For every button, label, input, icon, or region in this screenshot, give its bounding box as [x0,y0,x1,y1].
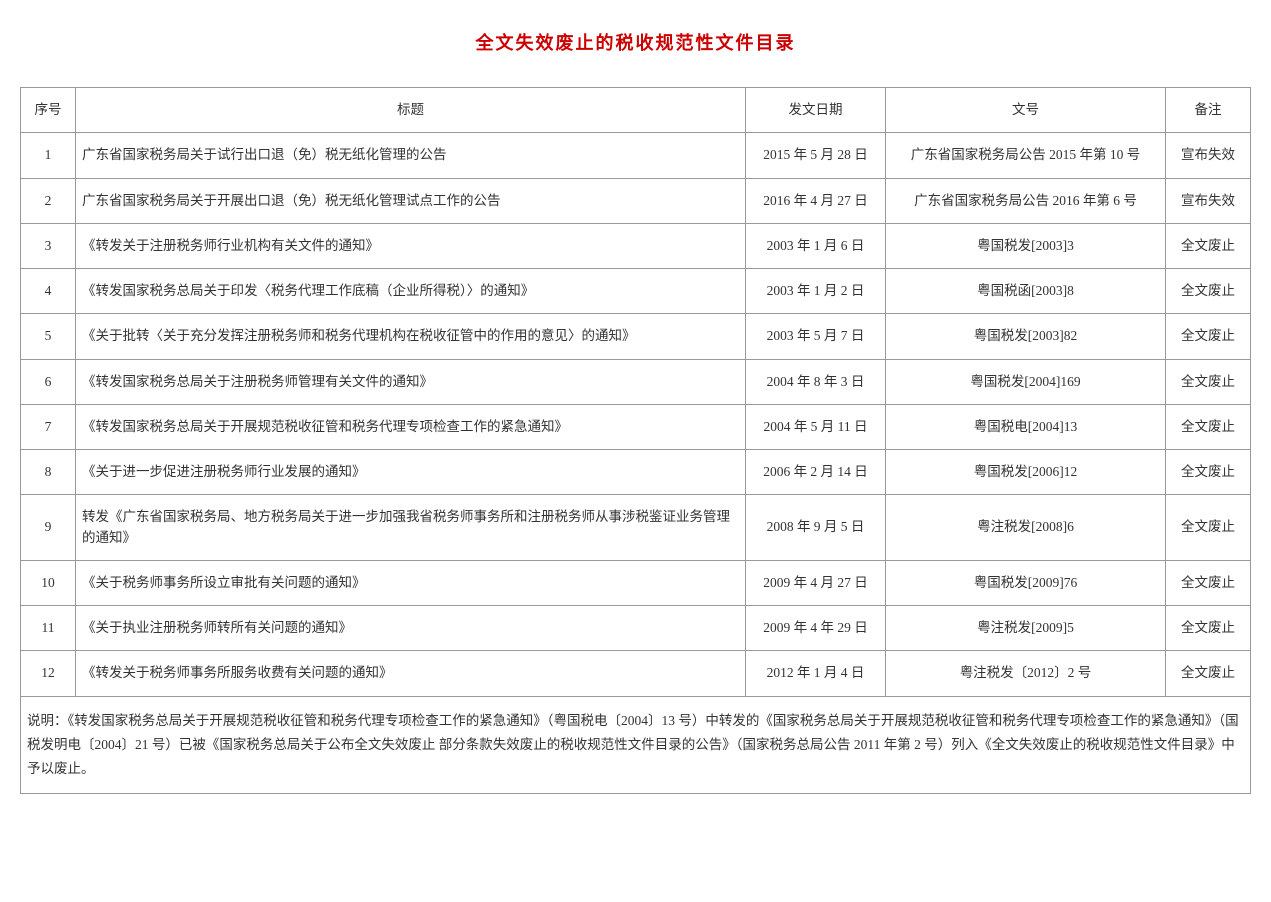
col-header-3: 文号 [886,88,1166,133]
cell-col-remark: 宣布失效 [1166,133,1251,178]
cell-col-title: 转发《广东省国家税务局、地方税务局关于进一步加强我省税务师事务所和注册税务师从事… [76,495,746,561]
cell-col-title: 《转发国家税务总局关于开展规范税收征管和税务代理专项检查工作的紧急通知》 [76,404,746,449]
cell-col-date: 2003 年 5 月 7 日 [746,314,886,359]
cell-col-remark: 全文废止 [1166,651,1251,696]
cell-col-docno: 粤国税电[2004]13 [886,404,1166,449]
cell-col-title: 《关于进一步促进注册税务师行业发展的通知》 [76,450,746,495]
table-row: 2广东省国家税务局关于开展出口退（免）税无纸化管理试点工作的公告2016 年 4… [21,178,1251,223]
cell-col-seq: 2 [21,178,76,223]
cell-col-title: 《关于批转〈关于充分发挥注册税务师和税务代理机构在税收征管中的作用的意见〉的通知… [76,314,746,359]
cell-col-docno: 粤注税发[2008]6 [886,495,1166,561]
cell-col-remark: 全文废止 [1166,606,1251,651]
cell-col-docno: 粤国税发[2006]12 [886,450,1166,495]
col-header-1: 标题 [76,88,746,133]
cell-col-seq: 8 [21,450,76,495]
cell-col-docno: 粤注税发〔2012〕2 号 [886,651,1166,696]
footnote-row: 说明：《转发国家税务总局关于开展规范税收征管和税务代理专项检查工作的紧急通知》（… [21,696,1251,794]
cell-col-docno: 粤国税发[2004]169 [886,359,1166,404]
table-row: 5《关于批转〈关于充分发挥注册税务师和税务代理机构在税收征管中的作用的意见〉的通… [21,314,1251,359]
cell-col-title: 《关于税务师事务所设立审批有关问题的通知》 [76,560,746,605]
cell-col-remark: 全文废止 [1166,223,1251,268]
cell-col-date: 2006 年 2 月 14 日 [746,450,886,495]
cell-col-docno: 广东省国家税务局公告 2015 年第 10 号 [886,133,1166,178]
cell-col-seq: 1 [21,133,76,178]
table-row: 4《转发国家税务总局关于印发〈税务代理工作底稿（企业所得税）〉的通知》2003 … [21,269,1251,314]
col-header-2: 发文日期 [746,88,886,133]
cell-col-title: 《转发国家税务总局关于注册税务师管理有关文件的通知》 [76,359,746,404]
cell-col-remark: 全文废止 [1166,560,1251,605]
table-row: 3《转发关于注册税务师行业机构有关文件的通知》2003 年 1 月 6 日粤国税… [21,223,1251,268]
cell-col-seq: 7 [21,404,76,449]
table-header-row: 序号标题发文日期文号备注 [21,88,1251,133]
cell-col-seq: 10 [21,560,76,605]
footnote-cell: 说明：《转发国家税务总局关于开展规范税收征管和税务代理专项检查工作的紧急通知》（… [21,696,1251,794]
cell-col-title: 《转发关于注册税务师行业机构有关文件的通知》 [76,223,746,268]
cell-col-docno: 粤国税发[2003]3 [886,223,1166,268]
documents-table: 序号标题发文日期文号备注 1广东省国家税务局关于试行出口退（免）税无纸化管理的公… [20,87,1251,794]
cell-col-date: 2008 年 9 月 5 日 [746,495,886,561]
table-head: 序号标题发文日期文号备注 [21,88,1251,133]
cell-col-seq: 4 [21,269,76,314]
cell-col-date: 2003 年 1 月 6 日 [746,223,886,268]
cell-col-seq: 6 [21,359,76,404]
cell-col-title: 广东省国家税务局关于试行出口退（免）税无纸化管理的公告 [76,133,746,178]
cell-col-date: 2012 年 1 月 4 日 [746,651,886,696]
table-foot: 说明：《转发国家税务总局关于开展规范税收征管和税务代理专项检查工作的紧急通知》（… [21,696,1251,794]
cell-col-docno: 粤国税发[2003]82 [886,314,1166,359]
table-row: 12《转发关于税务师事务所服务收费有关问题的通知》2012 年 1 月 4 日粤… [21,651,1251,696]
cell-col-remark: 全文废止 [1166,269,1251,314]
cell-col-date: 2009 年 4 年 29 日 [746,606,886,651]
cell-col-docno: 粤注税发[2009]5 [886,606,1166,651]
cell-col-title: 《关于执业注册税务师转所有关问题的通知》 [76,606,746,651]
cell-col-remark: 全文废止 [1166,450,1251,495]
cell-col-remark: 全文废止 [1166,359,1251,404]
table-body: 1广东省国家税务局关于试行出口退（免）税无纸化管理的公告2015 年 5 月 2… [21,133,1251,696]
cell-col-date: 2016 年 4 月 27 日 [746,178,886,223]
cell-col-date: 2003 年 1 月 2 日 [746,269,886,314]
cell-col-seq: 12 [21,651,76,696]
table-row: 11《关于执业注册税务师转所有关问题的通知》2009 年 4 年 29 日粤注税… [21,606,1251,651]
cell-col-remark: 全文废止 [1166,314,1251,359]
cell-col-date: 2009 年 4 月 27 日 [746,560,886,605]
cell-col-remark: 全文废止 [1166,495,1251,561]
cell-col-remark: 宣布失效 [1166,178,1251,223]
cell-col-date: 2004 年 5 月 11 日 [746,404,886,449]
cell-col-docno: 广东省国家税务局公告 2016 年第 6 号 [886,178,1166,223]
col-header-0: 序号 [21,88,76,133]
cell-col-docno: 粤国税函[2003]8 [886,269,1166,314]
page-title: 全文失效废止的税收规范性文件目录 [20,30,1251,57]
table-row: 7《转发国家税务总局关于开展规范税收征管和税务代理专项检查工作的紧急通知》200… [21,404,1251,449]
cell-col-seq: 3 [21,223,76,268]
cell-col-date: 2004 年 8 年 3 日 [746,359,886,404]
col-header-4: 备注 [1166,88,1251,133]
cell-col-title: 广东省国家税务局关于开展出口退（免）税无纸化管理试点工作的公告 [76,178,746,223]
table-row: 9转发《广东省国家税务局、地方税务局关于进一步加强我省税务师事务所和注册税务师从… [21,495,1251,561]
table-row: 1广东省国家税务局关于试行出口退（免）税无纸化管理的公告2015 年 5 月 2… [21,133,1251,178]
cell-col-seq: 11 [21,606,76,651]
cell-col-docno: 粤国税发[2009]76 [886,560,1166,605]
cell-col-date: 2015 年 5 月 28 日 [746,133,886,178]
cell-col-seq: 5 [21,314,76,359]
cell-col-title: 《转发关于税务师事务所服务收费有关问题的通知》 [76,651,746,696]
table-row: 10《关于税务师事务所设立审批有关问题的通知》2009 年 4 月 27 日粤国… [21,560,1251,605]
table-row: 8《关于进一步促进注册税务师行业发展的通知》2006 年 2 月 14 日粤国税… [21,450,1251,495]
cell-col-seq: 9 [21,495,76,561]
cell-col-remark: 全文废止 [1166,404,1251,449]
cell-col-title: 《转发国家税务总局关于印发〈税务代理工作底稿（企业所得税）〉的通知》 [76,269,746,314]
table-row: 6《转发国家税务总局关于注册税务师管理有关文件的通知》2004 年 8 年 3 … [21,359,1251,404]
